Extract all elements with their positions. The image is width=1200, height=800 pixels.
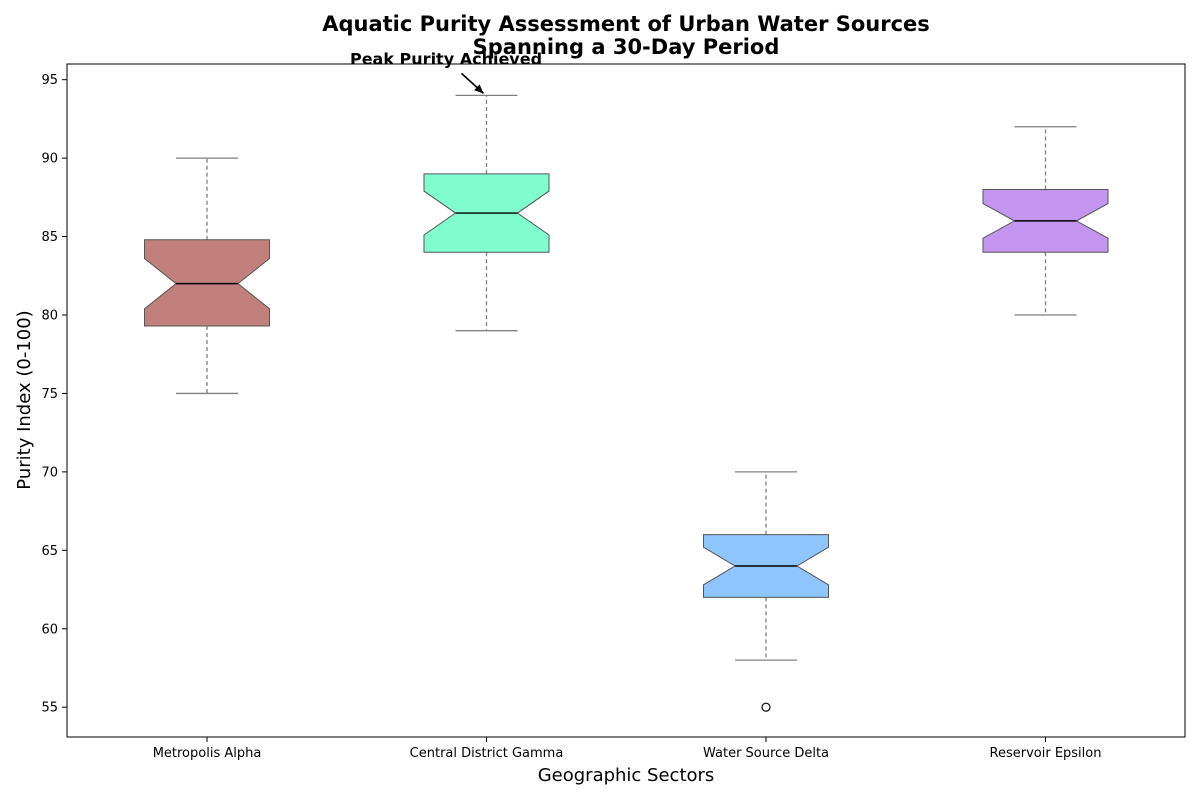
y-tick-label: 55 [41, 701, 58, 716]
y-axis-label: Purity Index (0-100) [14, 310, 35, 489]
annotation-label: Peak Purity Achieved [350, 49, 542, 68]
y-tick-label: 85 [41, 230, 58, 245]
box-body [144, 239, 270, 327]
y-tick-label: 60 [41, 622, 58, 637]
y-tick-label: 90 [41, 152, 58, 167]
x-tick-label: Water Source Delta [703, 746, 829, 761]
plot-frame [66, 63, 1186, 738]
annotation-arrow-head [474, 84, 484, 94]
y-tick-label: 65 [41, 544, 58, 559]
x-tick-label: Reservoir Epsilon [990, 746, 1102, 761]
box-4 [982, 126, 1109, 316]
box-2 [423, 94, 550, 332]
chart-title-line-2: Spanning a 30-Day Period [473, 35, 780, 59]
x-tick-label: Central District Gamma [410, 746, 564, 761]
outlier-point [761, 702, 771, 712]
chart-title-line-1: Aquatic Purity Assessment of Urban Water… [322, 12, 930, 36]
x-axis-label: Geographic Sectors [538, 765, 715, 786]
box-1 [144, 157, 270, 395]
x-tick-label: Metropolis Alpha [153, 746, 262, 761]
plot-area [144, 94, 1109, 712]
box-3 [703, 471, 829, 712]
y-tick-label: 70 [41, 465, 58, 480]
y-tick-label: 75 [41, 387, 58, 402]
y-tick-label: 95 [41, 73, 58, 88]
y-tick-label: 80 [41, 309, 58, 324]
